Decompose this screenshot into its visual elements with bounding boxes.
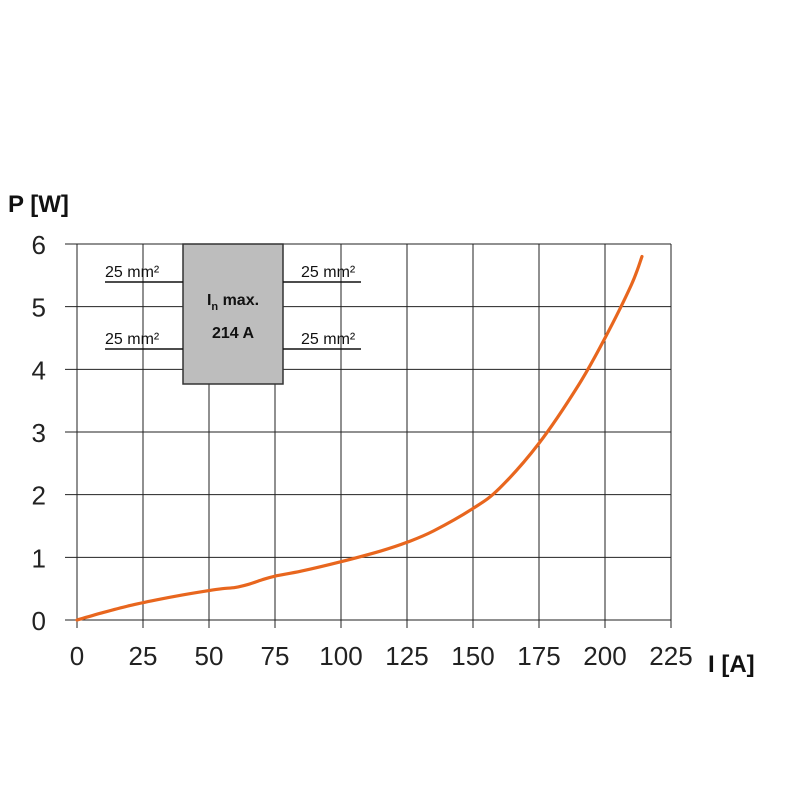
x-tick-label: 0	[70, 641, 84, 671]
current-rating-label: In max.	[207, 292, 259, 313]
y-axis-title: P [W]	[8, 191, 69, 218]
x-tick-label: 75	[261, 641, 290, 671]
series-line	[75, 254, 644, 622]
y-tick-label: 6	[32, 230, 46, 260]
current-rating-value: 214 A	[212, 325, 255, 342]
x-tick-label: 150	[451, 641, 494, 671]
wire-label-left-bottom: 25 mm²	[105, 331, 160, 348]
grid	[65, 243, 672, 628]
x-tick-label: 25	[129, 641, 158, 671]
y-tick-label: 3	[32, 418, 46, 448]
x-tick-label: 125	[385, 641, 428, 671]
y-tick-label: 4	[32, 355, 46, 385]
series-curve-group	[75, 254, 644, 622]
wire-label-right-bottom: 25 mm²	[301, 331, 356, 348]
x-axis-title: I [A]	[708, 651, 755, 678]
tick-labels: 0 25 50 75 100 125 150 175 200 225 0 1 2 3 4 5 6	[32, 230, 693, 671]
y-tick-label: 0	[32, 606, 46, 636]
y-tick-label: 5	[32, 293, 46, 323]
terminal-block-box	[182, 243, 284, 385]
inset-diagram: In max. 214 A 25 mm² 25 mm² 25 mm² 25 mm…	[105, 243, 361, 385]
x-tick-label: 50	[195, 641, 224, 671]
wire-label-right-top: 25 mm²	[301, 264, 356, 281]
y-tick-label: 1	[32, 543, 46, 573]
x-tick-label: 175	[517, 641, 560, 671]
x-tick-label: 200	[583, 641, 626, 671]
x-tick-label: 100	[319, 641, 362, 671]
x-tick-label: 225	[649, 641, 692, 671]
wire-label-left-top: 25 mm²	[105, 264, 160, 281]
y-tick-label: 2	[32, 481, 46, 511]
